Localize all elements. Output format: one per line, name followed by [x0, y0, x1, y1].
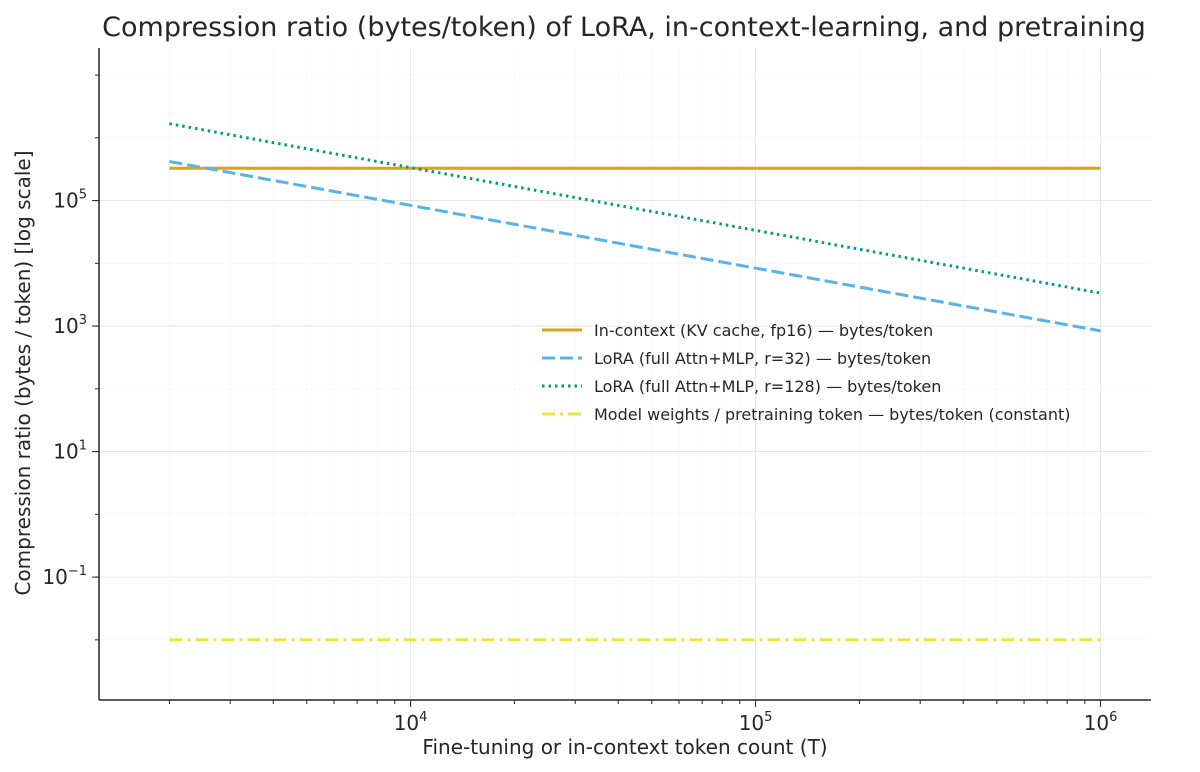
- grid: [99, 48, 1151, 700]
- legend-label-4: Model weights / pretraining token — byte…: [594, 405, 1071, 424]
- y-tick-label: 10−1: [42, 564, 87, 589]
- y-tick-label: 105: [53, 188, 87, 213]
- x-tick-label: 106: [1084, 710, 1118, 735]
- x-tick-label: 105: [739, 710, 773, 735]
- axes: [98, 48, 1151, 701]
- series-line-3: [169, 122, 1101, 295]
- x-axis-label: Fine-tuning or in-context token count (T…: [422, 735, 827, 759]
- x-tick-label: 104: [394, 710, 428, 735]
- legend-label-1: In-context (KV cache, fp16) — bytes/toke…: [594, 321, 933, 340]
- chart-title: Compression ratio (bytes/token) of LoRA,…: [102, 12, 1146, 43]
- legend-label-3: LoRA (full Attn+MLP, r=128) — bytes/toke…: [594, 377, 941, 396]
- y-tick-label: 101: [53, 439, 87, 464]
- ticks: 10−1 101 103 105 104 105 106: [42, 74, 1118, 735]
- y-tick-label: 103: [53, 313, 87, 338]
- series-line-2: [169, 160, 1101, 333]
- legend-label-2: LoRA (full Attn+MLP, r=32) — bytes/token: [594, 349, 931, 368]
- series-layer: [169, 122, 1101, 642]
- legend: In-context (KV cache, fp16) — bytes/toke…: [542, 321, 1071, 424]
- y-axis-label: Compression ratio (bytes / token) [log s…: [11, 150, 35, 595]
